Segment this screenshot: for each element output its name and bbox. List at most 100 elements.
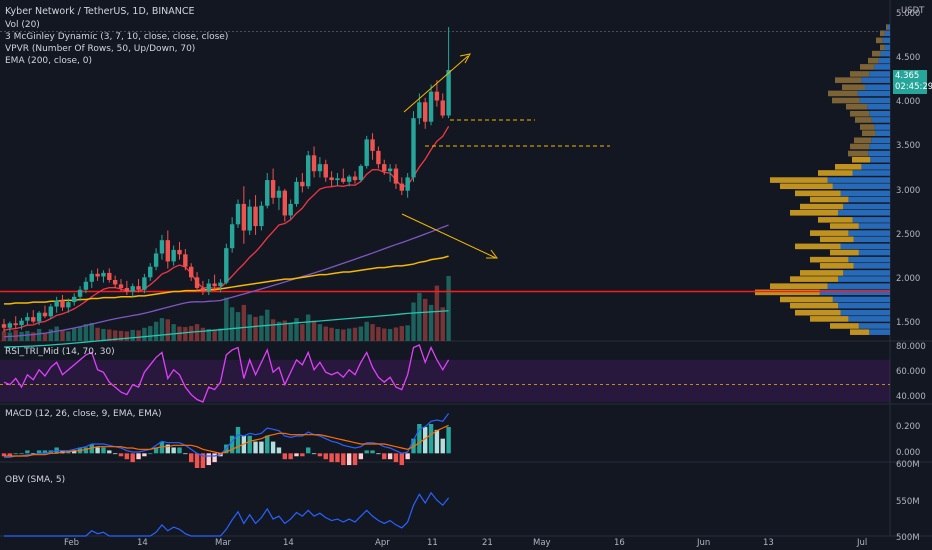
- vpvr-up-bar: [874, 124, 890, 130]
- mcginley-mid-line: [3, 224, 449, 338]
- macd-histogram-bar: [19, 453, 24, 455]
- vpvr-down-bar: [850, 329, 870, 335]
- candle-body: [294, 181, 299, 204]
- obv-tick-label: 550M: [896, 496, 920, 507]
- volume-bar: [311, 320, 317, 341]
- macd-histogram-bar: [153, 447, 159, 454]
- vpvr-down-bar: [795, 309, 841, 316]
- vpvr-down-bar: [835, 164, 862, 170]
- symbol-title[interactable]: Kyber Network / TetherUS, 1D, BINANCE: [5, 6, 195, 17]
- candle-body: [7, 323, 13, 328]
- legend-vpvr[interactable]: VPVR (Number Of Rows, 50, Up/Down, 70): [5, 44, 196, 54]
- vpvr-up-bar: [861, 77, 890, 83]
- candle-body: [60, 300, 65, 308]
- macd-line: [4, 412, 450, 458]
- legend-obv[interactable]: OBV (SMA, 5): [5, 475, 66, 485]
- macd-histogram-bar: [118, 453, 124, 457]
- candle-body: [376, 150, 381, 165]
- candle-body: [13, 323, 18, 326]
- candle-body: [159, 240, 165, 254]
- volume-bar: [19, 331, 24, 341]
- vpvr-down-bar: [820, 263, 854, 269]
- macd-histogram-bar: [259, 441, 264, 454]
- macd-histogram-bar: [434, 429, 440, 454]
- volume-bar: [165, 319, 170, 341]
- macd-histogram-bar: [364, 450, 369, 454]
- vpvr-up-bar: [838, 302, 890, 309]
- candle-body: [423, 102, 428, 122]
- vpvr-down-bar: [828, 90, 858, 97]
- legend-volume[interactable]: Vol (20): [5, 20, 40, 30]
- time-tick-label: 21: [482, 538, 493, 548]
- vpvr-down-bar: [790, 209, 838, 216]
- vpvr-down-bar: [860, 64, 875, 70]
- vpvr-down-bar: [850, 143, 870, 150]
- vpvr-up-bar: [882, 37, 890, 44]
- vpvr-down-bar: [780, 296, 833, 303]
- macd-histogram-bar: [387, 453, 393, 460]
- candle-body: [265, 180, 270, 206]
- macd-histogram-bar: [265, 435, 270, 454]
- candle-body: [229, 224, 235, 249]
- candle-body: [148, 266, 153, 278]
- vpvr-up-bar: [848, 230, 890, 236]
- macd-histogram-bar: [300, 453, 305, 457]
- macd-tick-label: 0.000: [896, 448, 921, 459]
- vpvr-up-bar: [819, 289, 890, 296]
- volume-bar: [358, 326, 364, 341]
- vpvr-down-bar: [880, 30, 885, 37]
- candle-body: [399, 183, 404, 191]
- volume-bar: [346, 328, 352, 341]
- volume-bar: [36, 328, 42, 341]
- macd-histogram-bar: [31, 453, 36, 455]
- candle-body: [54, 300, 59, 307]
- volume-bar: [25, 330, 30, 341]
- macd-histogram-bar: [323, 453, 328, 460]
- vpvr-up-bar: [848, 316, 890, 322]
- candle-body: [235, 203, 241, 225]
- volume-bar: [405, 325, 410, 341]
- candle-body: [124, 287, 130, 292]
- macd-histogram-bar: [229, 435, 235, 454]
- legend-mcginley[interactable]: 3 McGinley Dynamic (3, 7, 10, close, clo…: [5, 32, 229, 42]
- volume-bar: [276, 321, 282, 341]
- price-tick-label: 4.000: [896, 97, 921, 108]
- rsi-line: [3, 344, 450, 403]
- vpvr-down-bar: [876, 37, 883, 44]
- macd-histogram-bar: [206, 453, 211, 466]
- candle-body: [83, 281, 89, 290]
- volume-bar: [417, 292, 422, 341]
- signal-line: [4, 424, 449, 457]
- volume-bar: [159, 318, 165, 341]
- vpvr-down-bar: [790, 276, 838, 282]
- legend-macd[interactable]: MACD (12, 26, close, 9, EMA, EMA): [5, 409, 162, 419]
- trend-arrow-up: [403, 55, 469, 113]
- legend-rsi[interactable]: RSI_TRI_Mid (14, 70, 30): [5, 347, 115, 357]
- volume-bar: [118, 330, 124, 341]
- vpvr-down-bar: [848, 150, 869, 157]
- macd-histogram-bar: [423, 426, 428, 454]
- vpvr-down-bar: [770, 177, 828, 183]
- macd-histogram-bar: [124, 453, 130, 460]
- candle-body: [358, 165, 364, 181]
- vpvr-down-bar: [795, 190, 841, 197]
- macd-histogram-bar: [306, 447, 311, 454]
- candle-body: [270, 180, 276, 198]
- last-price-tag: 4.365 02:45:29: [893, 70, 932, 94]
- volume-bar: [241, 304, 247, 341]
- legend-ema[interactable]: EMA (200, close, 0): [5, 56, 93, 66]
- volume-bar: [130, 329, 135, 341]
- candle-body: [36, 312, 42, 322]
- candle-body: [288, 203, 293, 216]
- last-price-value: 4.365: [895, 71, 920, 81]
- vpvr-up-bar: [884, 30, 890, 37]
- macd-histogram-bar: [247, 435, 252, 454]
- vpvr-up-bar: [832, 296, 890, 303]
- vpvr-up-bar: [843, 203, 890, 210]
- volume-bar: [206, 328, 211, 341]
- candle-body: [153, 253, 159, 267]
- volume-bar: [31, 332, 36, 341]
- macd-histogram-bar: [428, 424, 434, 454]
- candle-body: [311, 155, 317, 172]
